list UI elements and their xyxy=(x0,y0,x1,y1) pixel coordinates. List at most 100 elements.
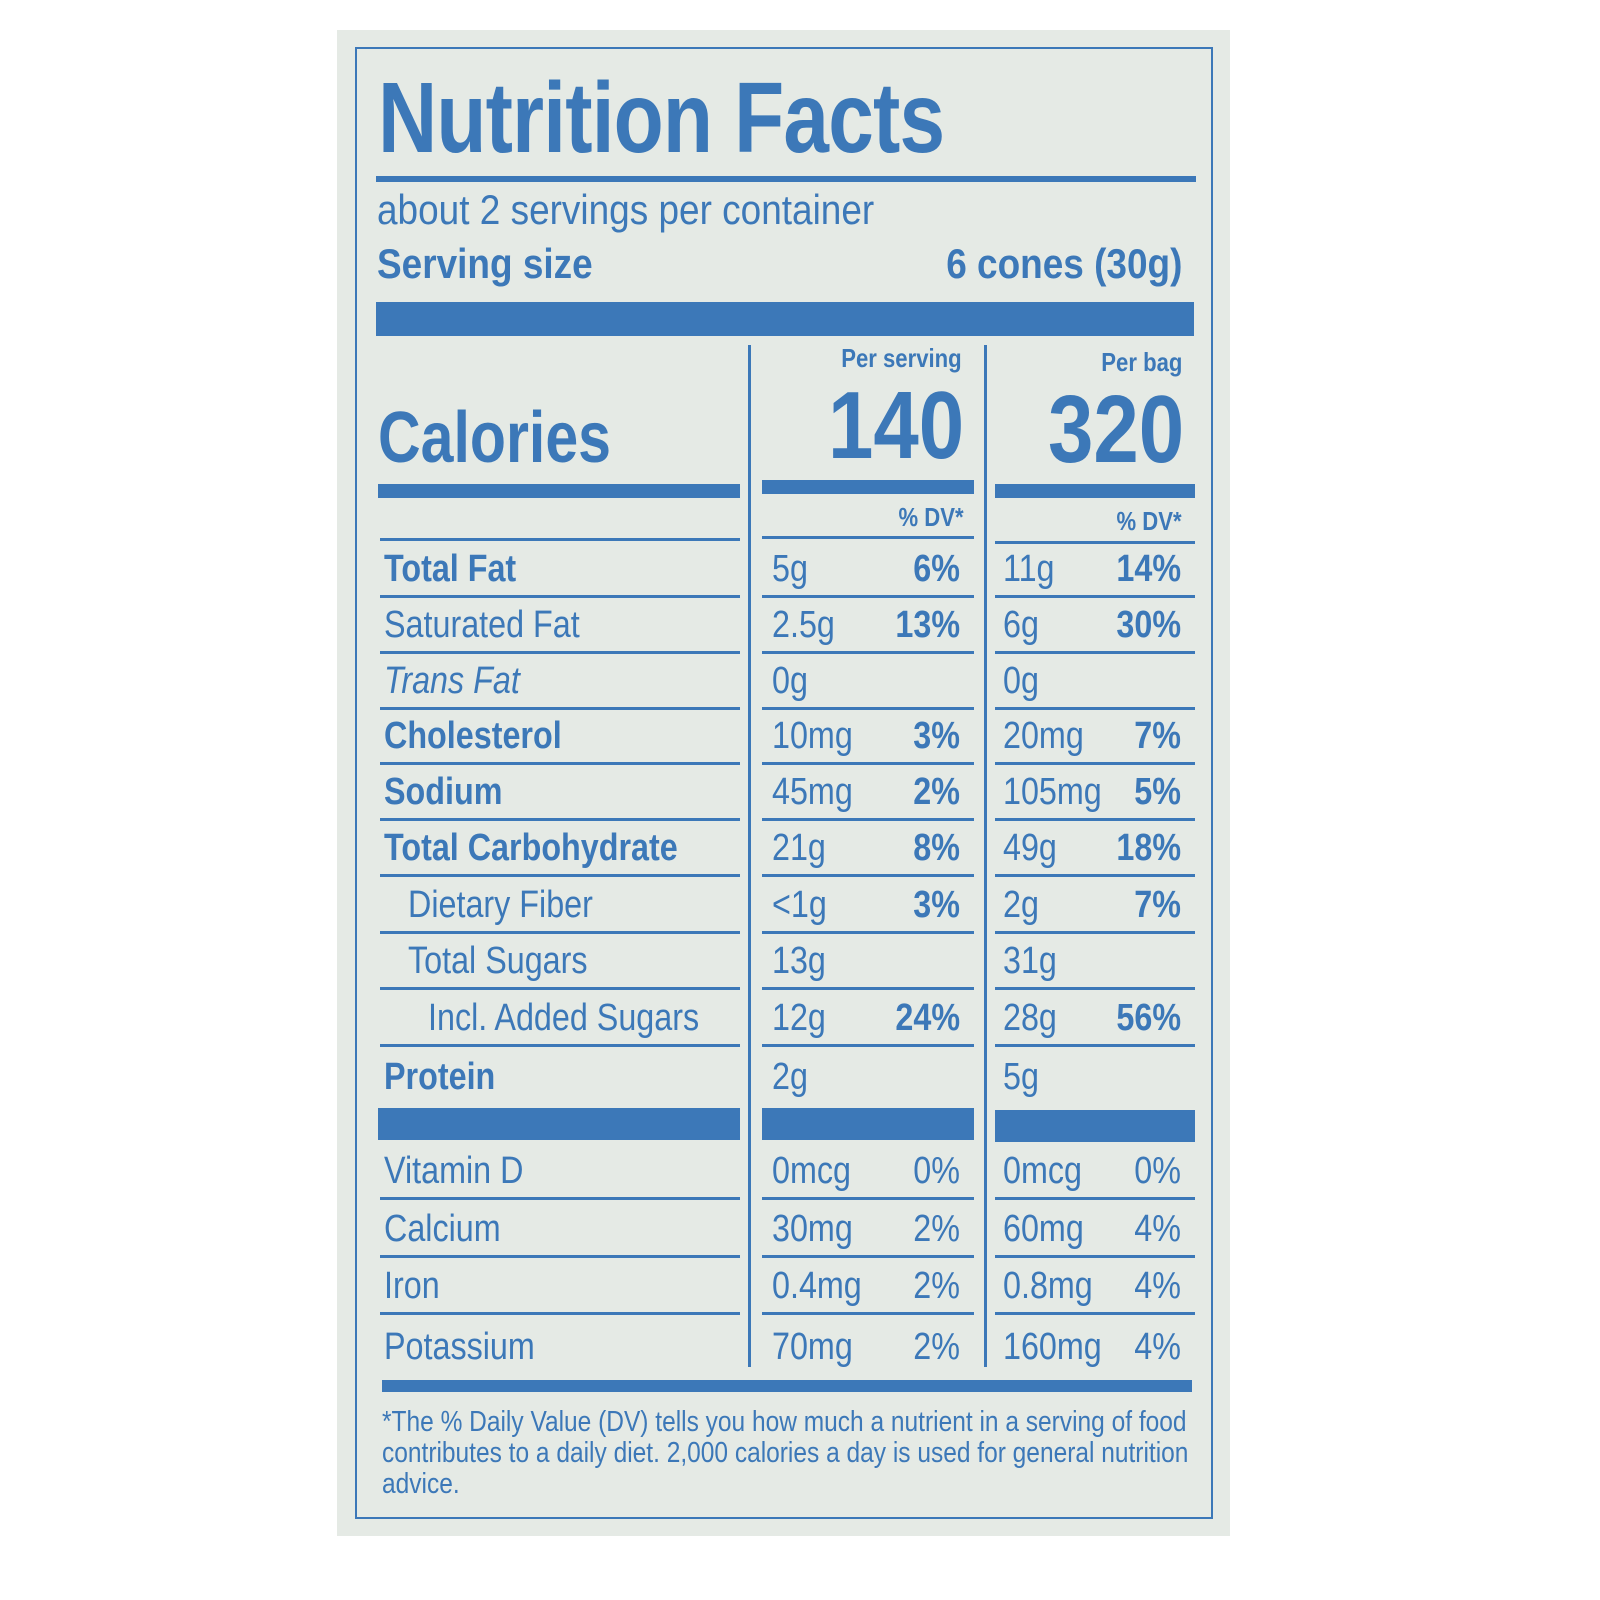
bag-dv: 18% xyxy=(1116,827,1181,869)
per-serving-cell: 0.4mg 2% xyxy=(762,1258,974,1315)
nutrient-name: Total Sugars xyxy=(408,940,588,982)
nutrient-name-cell: Total Carbohydrate xyxy=(380,820,740,877)
bag-amount: 160mg xyxy=(1003,1325,1102,1368)
bag-amount: 49g xyxy=(1003,827,1057,869)
bag-amount: 6g xyxy=(1003,604,1039,646)
per-bag-cell: 31g xyxy=(995,933,1195,990)
serving-dv: 0% xyxy=(913,1150,960,1192)
nutrient-name-cell: Sodium xyxy=(380,764,740,821)
serving-dv: 2% xyxy=(913,1265,960,1307)
table-row: Protein 2g 5g xyxy=(0,1046,1600,1103)
per-serving-cell: 70mg 2% xyxy=(762,1316,974,1373)
table-row: Cholesterol 10mg 3% 20mg 7% xyxy=(0,708,1600,765)
table-row: Total Sugars 13g 31g xyxy=(0,933,1600,990)
nutrient-name: Dietary Fiber xyxy=(408,884,593,926)
calories-rule-2 xyxy=(762,480,974,494)
per-serving-cell: 21g 8% xyxy=(762,820,974,877)
bag-dv: 30% xyxy=(1116,604,1181,646)
per-serving-cell: 10mg 3% xyxy=(762,708,974,765)
column-divider-2 xyxy=(984,345,987,1367)
nutrient-name-cell: Total Fat xyxy=(380,541,740,598)
footnote-rule xyxy=(382,1380,1192,1392)
serving-dv: 2% xyxy=(913,771,960,813)
bag-dv: 0% xyxy=(1134,1150,1181,1192)
bag-dv: 4% xyxy=(1134,1265,1181,1307)
serving-size-value: 6 cones (30g) xyxy=(945,240,1182,287)
serving-thick-rule xyxy=(376,302,1194,336)
serving-amount: 5g xyxy=(772,548,808,590)
table-row: Saturated Fat 2.5g 13% 6g 30% xyxy=(0,597,1600,654)
per-bag-cell: 105mg 5% xyxy=(995,764,1195,821)
label-border xyxy=(355,47,1213,1519)
nutrient-name-cell: Trans Fat xyxy=(380,653,740,710)
serving-amount: 13g xyxy=(772,940,826,982)
per-bag-cell: 49g 18% xyxy=(995,820,1195,877)
per-serving-cell: 0mcg 0% xyxy=(762,1143,974,1200)
per-serving-cell: 2.5g 13% xyxy=(762,597,974,654)
nutrient-name: Calcium xyxy=(384,1207,501,1250)
nutrient-name: Incl. Added Sugars xyxy=(428,997,700,1039)
per-bag-cell: 11g 14% xyxy=(995,541,1195,598)
per-serving-cell: 30mg 2% xyxy=(762,1201,974,1258)
serving-amount: 0.4mg xyxy=(772,1265,862,1307)
nutrient-name: Total Carbohydrate xyxy=(384,827,678,869)
row-rule xyxy=(380,538,740,541)
per-bag-cell: 0g xyxy=(995,653,1195,710)
bag-amount: 5g xyxy=(1003,1056,1039,1098)
bag-dv: 4% xyxy=(1134,1207,1181,1250)
per-bag-cell: 60mg 4% xyxy=(995,1201,1195,1258)
label-title: Nutrition Facts xyxy=(378,62,945,174)
per-bag-cell: 160mg 4% xyxy=(995,1316,1195,1373)
nutrient-name-cell: Cholesterol xyxy=(380,708,740,765)
nutrient-name: Total Fat xyxy=(384,548,517,590)
calories-per-serving: 140 xyxy=(827,372,964,479)
bag-amount: 28g xyxy=(1003,997,1057,1039)
nutrient-name-cell: Calcium xyxy=(380,1201,740,1258)
nutrient-name-cell: Vitamin D xyxy=(380,1143,740,1200)
table-row: Total Carbohydrate 21g 8% 49g 18% xyxy=(0,820,1600,877)
per-serving-cell: 12g 24% xyxy=(762,990,974,1047)
nutrient-name-cell: Iron xyxy=(380,1258,740,1315)
serving-dv: 8% xyxy=(913,827,960,869)
table-row: Incl. Added Sugars 12g 24% 28g 56% xyxy=(0,990,1600,1047)
bag-amount: 20mg xyxy=(1003,715,1084,757)
nutrient-name: Sodium xyxy=(384,771,503,813)
calories-label: Calories xyxy=(378,398,611,478)
dv-header-serving: % DV* xyxy=(898,502,964,532)
servings-per-container: about 2 servings per container xyxy=(377,186,875,233)
title-rule xyxy=(376,176,1196,182)
nutrient-name: Vitamin D xyxy=(384,1150,524,1192)
per-bag-cell: 28g 56% xyxy=(995,990,1195,1047)
serving-amount: 45mg xyxy=(772,771,853,813)
per-bag-cell: 0.8mg 4% xyxy=(995,1258,1195,1315)
per-serving-cell: <1g 3% xyxy=(762,877,974,934)
dv-header-bag: % DV* xyxy=(1116,506,1182,536)
bag-amount: 60mg xyxy=(1003,1207,1084,1250)
per-serving-header: Per serving xyxy=(841,343,962,373)
protein-thick-rule-3 xyxy=(995,1110,1195,1142)
nutrient-name: Cholesterol xyxy=(384,715,562,757)
nutrient-name-cell: Potassium xyxy=(380,1316,740,1373)
bag-amount: 11g xyxy=(1003,548,1055,590)
row-rule xyxy=(762,536,974,539)
per-bag-cell: 5g xyxy=(995,1046,1195,1103)
serving-dv: 3% xyxy=(913,884,960,926)
nutrient-name: Protein xyxy=(384,1056,496,1098)
table-row: Potassium 70mg 2% 160mg 4% xyxy=(0,1316,1600,1373)
serving-amount: 0g xyxy=(772,660,808,702)
serving-dv: 24% xyxy=(895,997,960,1039)
serving-amount: 12g xyxy=(772,997,826,1039)
bag-dv: 4% xyxy=(1134,1325,1181,1368)
bag-amount: 31g xyxy=(1003,940,1057,982)
nutrient-name: Potassium xyxy=(384,1325,535,1368)
table-row: Dietary Fiber <1g 3% 2g 7% xyxy=(0,877,1600,934)
serving-amount: 10mg xyxy=(772,715,853,757)
nutrient-name-cell: Total Sugars xyxy=(380,933,740,990)
calories-per-bag: 320 xyxy=(1047,376,1184,483)
bag-amount: 2g xyxy=(1003,884,1039,926)
bag-dv: 7% xyxy=(1134,715,1181,757)
serving-amount: 0mcg xyxy=(772,1150,851,1192)
bag-dv: 14% xyxy=(1116,548,1181,590)
calories-rule-1 xyxy=(378,484,740,498)
bag-dv: 5% xyxy=(1134,771,1181,813)
